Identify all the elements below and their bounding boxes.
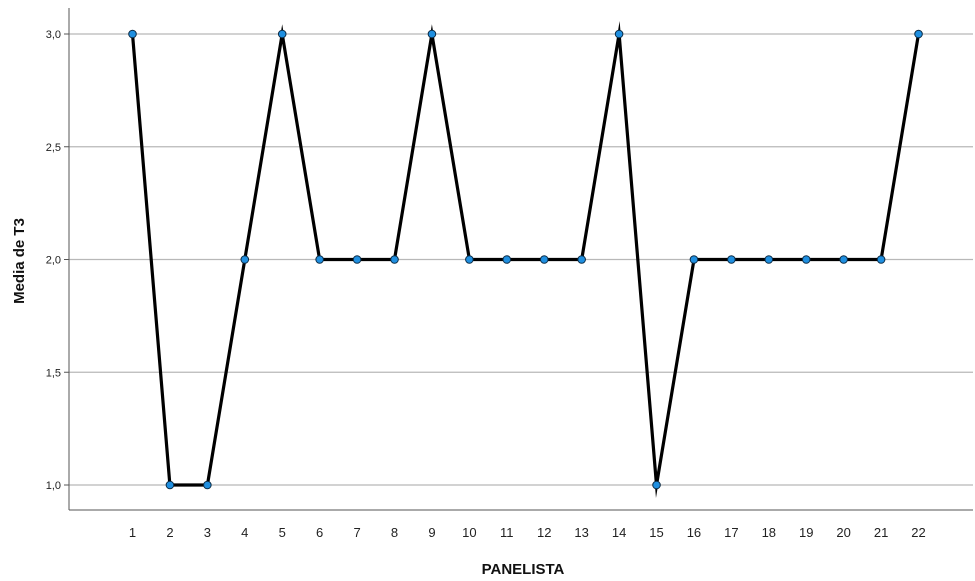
data-point-14 [614,29,624,39]
x-tick-label-2: 2 [166,525,173,540]
x-tick-label-3: 3 [204,525,211,540]
x-tick-label-1: 1 [129,525,136,540]
series-line-0 [130,21,921,498]
x-tick-label-4: 4 [241,525,248,540]
data-point-7 [352,255,362,264]
x-tick-label-10: 10 [462,525,476,540]
x-tick-labels: 1 2 3 4 5 6 7 8 9 10 11 12 13 14 15 16 17 18 19 20 21 22 [129,525,926,540]
data-point-15 [652,480,661,490]
y-tick-label-3: 2,5 [46,142,61,154]
x-tick-label-16: 16 [687,525,701,540]
x-tick-label-7: 7 [353,525,360,540]
data-point-11 [502,255,512,264]
x-tick-label-6: 6 [316,525,323,540]
x-tick-label-14: 14 [612,525,626,540]
data-point-8 [390,255,399,264]
y-axis-title: Media de T3 [11,218,28,304]
x-tick-label-8: 8 [391,525,398,540]
y-tick-label-0: 1,0 [46,480,61,492]
data-point-18 [764,255,774,264]
data-point-17 [727,255,736,264]
data-point-13 [577,255,586,264]
x-tick-label-9: 9 [428,525,435,540]
data-point-9 [427,29,437,39]
x-tick-label-19: 19 [799,525,813,540]
data-point-19 [801,255,811,264]
data-point-21 [876,255,886,264]
data-point-16 [689,255,699,264]
x-tick-label-17: 17 [724,525,738,540]
data-point-4 [240,255,250,264]
y-tick-label-2: 2,0 [46,255,61,267]
data-point-22 [914,29,923,39]
y-tick-label-1: 1,5 [46,367,61,379]
data-point-1 [128,29,137,39]
x-tick-label-5: 5 [279,525,286,540]
y-tick-label-4: 3,0 [46,29,61,41]
x-tick-label-20: 20 [836,525,850,540]
x-tick-label-18: 18 [762,525,776,540]
data-point-20 [839,255,848,264]
data-point-6 [315,255,324,264]
x-axis-title: PANELISTA [482,561,565,578]
marker-layer [128,29,923,490]
data-point-12 [539,255,549,264]
x-tick-label-12: 12 [537,525,551,540]
data-point-2 [165,480,175,490]
x-tick-label-13: 13 [574,525,588,540]
series-layer [130,21,921,498]
x-tick-label-21: 21 [874,525,888,540]
y-tick-labels: 1,0 1,5 2,0 2,5 3,0 [46,29,69,492]
data-point-3 [203,480,212,490]
x-tick-label-15: 15 [649,525,663,540]
data-point-10 [465,255,474,264]
x-tick-label-22: 22 [911,525,925,540]
x-tick-label-11: 11 [500,525,514,540]
data-point-5 [277,29,287,39]
